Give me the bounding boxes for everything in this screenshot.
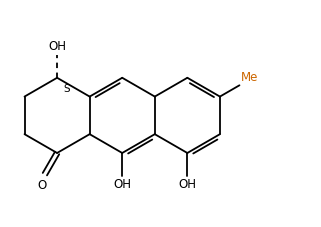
Text: OH: OH xyxy=(48,40,66,53)
Text: OH: OH xyxy=(113,178,131,191)
Text: S: S xyxy=(64,84,70,94)
Text: OH: OH xyxy=(178,178,196,191)
Text: O: O xyxy=(38,179,47,192)
Text: Me: Me xyxy=(241,71,259,84)
